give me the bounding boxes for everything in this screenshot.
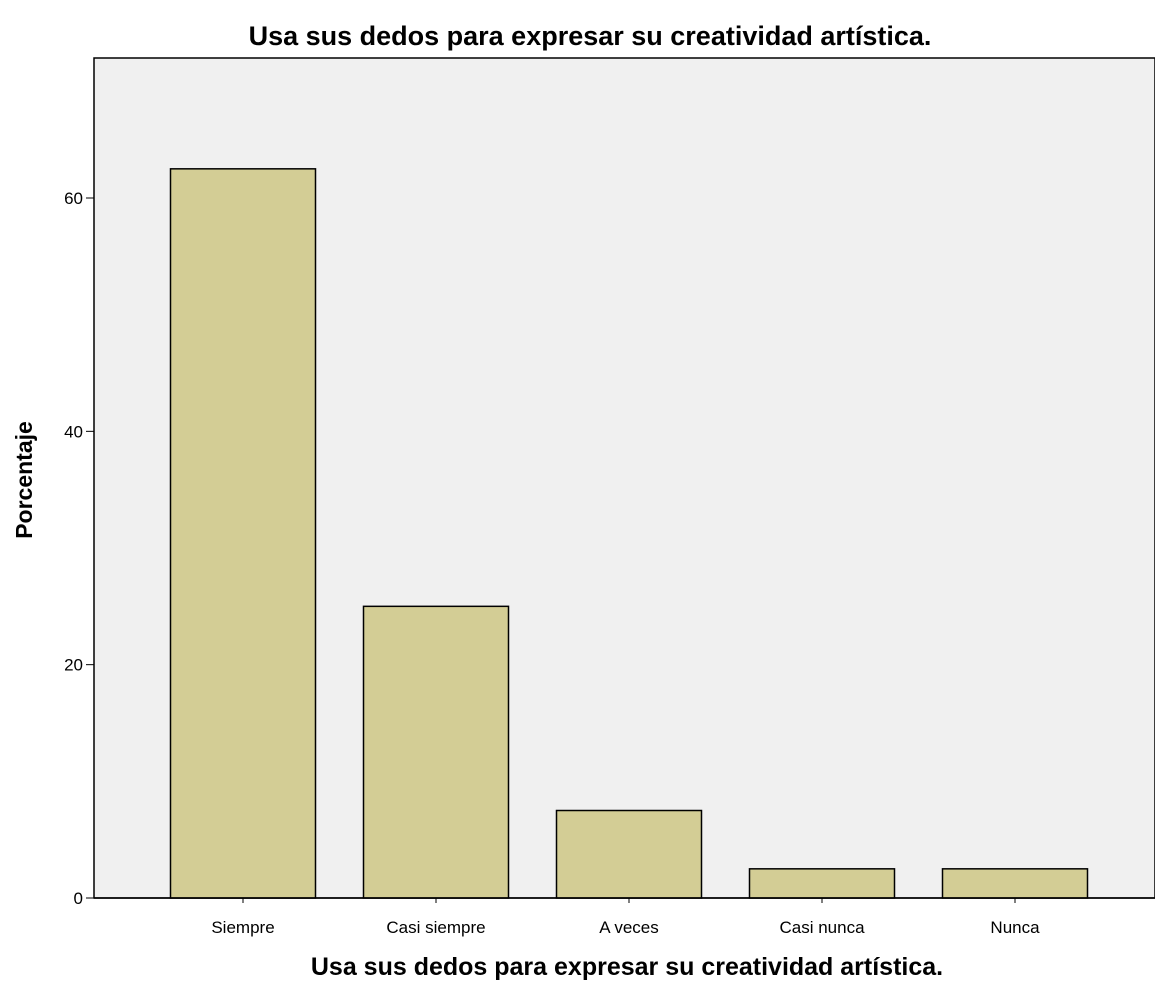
x-tick-label: Siempre [211, 918, 274, 937]
x-tick-label: Nunca [990, 918, 1040, 937]
chart-title: Usa sus dedos para expresar su creativid… [249, 21, 932, 51]
bars-group [169, 168, 1089, 899]
y-tick-label: 0 [74, 889, 83, 908]
x-tick-label: Casi siempre [386, 918, 485, 937]
y-axis: 0 20 40 60 [64, 189, 94, 908]
bar-casi-siempre [362, 605, 510, 899]
x-tick-label: Casi nunca [779, 918, 865, 937]
y-tick-label: 60 [64, 189, 83, 208]
y-axis-label: Porcentaje [11, 421, 37, 539]
y-tick-label: 20 [64, 656, 83, 675]
bar-siempre [169, 168, 317, 899]
bar-casi-nunca [748, 868, 896, 899]
x-axis-label: Usa sus dedos para expresar su creativid… [311, 953, 943, 981]
y-tick-label: 40 [64, 422, 83, 441]
x-tick-label: A veces [599, 918, 659, 937]
x-axis: Siempre Casi siempre A veces Casi nunca Nunc… [94, 897, 1155, 937]
bar-a-veces [555, 809, 703, 899]
bar-nunca [941, 868, 1089, 899]
